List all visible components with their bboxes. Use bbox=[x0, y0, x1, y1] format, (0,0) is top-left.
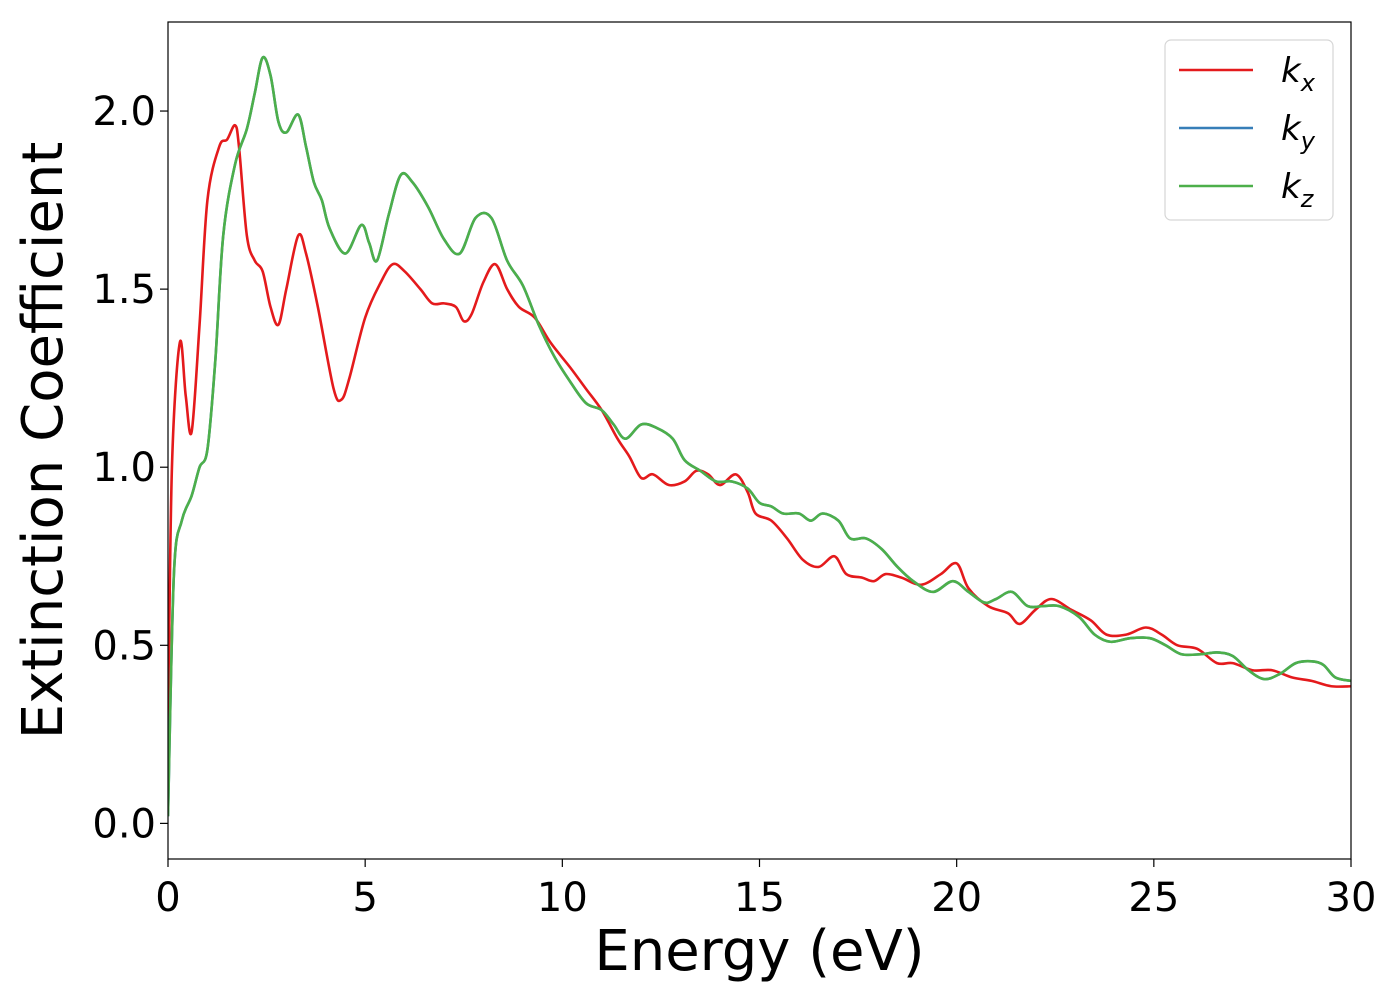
y-tick-label: 0.5 bbox=[92, 623, 156, 669]
x-tick-label: 10 bbox=[537, 875, 588, 921]
x-axis-ticks: 0 5 10 15 20 25 30 bbox=[155, 859, 1376, 921]
legend: kx ky kz bbox=[1164, 39, 1334, 221]
series-line-kx bbox=[168, 123, 1351, 735]
series-layer bbox=[168, 55, 1351, 817]
x-tick-label: 30 bbox=[1326, 875, 1377, 921]
x-tick-label: 15 bbox=[734, 875, 785, 921]
legend-label-kx: kx bbox=[1281, 51, 1316, 97]
y-tick-label: 2.0 bbox=[92, 89, 156, 135]
y-axis-ticks: 0.0 0.5 1.0 1.5 2.0 bbox=[92, 89, 168, 847]
y-tick-label: 1.0 bbox=[92, 445, 156, 491]
y-tick-label: 0.0 bbox=[92, 801, 156, 847]
x-axis-title: Energy (eV) bbox=[594, 919, 924, 984]
y-axis-title: Extinction Coefficient bbox=[11, 142, 76, 740]
legend-box bbox=[1164, 39, 1334, 221]
x-tick-label: 20 bbox=[931, 875, 982, 921]
x-tick-label: 0 bbox=[155, 875, 180, 921]
y-tick-label: 1.5 bbox=[92, 267, 156, 313]
x-tick-label: 25 bbox=[1128, 875, 1179, 921]
series-line-kz bbox=[168, 55, 1351, 817]
legend-label-ky: ky bbox=[1281, 109, 1316, 155]
legend-label-kz: kz bbox=[1281, 167, 1315, 213]
x-tick-label: 5 bbox=[352, 875, 377, 921]
